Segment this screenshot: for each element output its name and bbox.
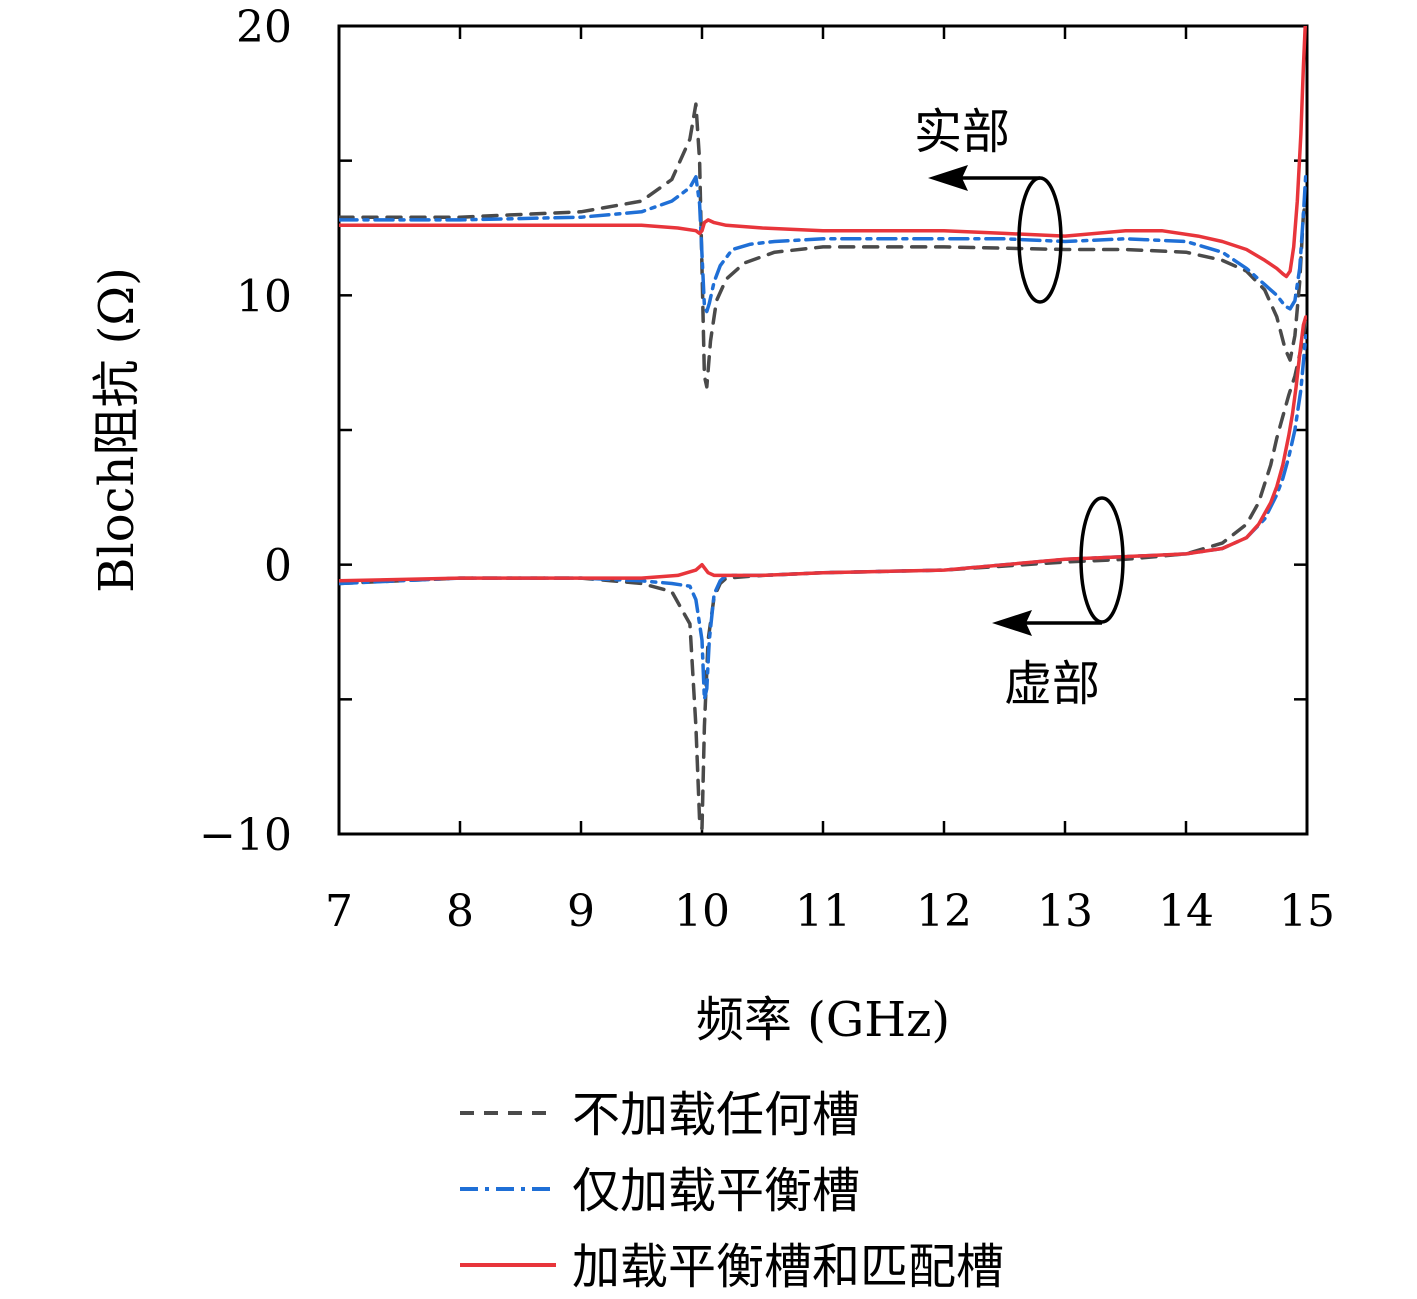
series-line-2-imag — [339, 333, 1307, 702]
real-part-annotation: 实部 — [914, 104, 1063, 304]
x-tick-label: 8 — [446, 886, 474, 937]
legend-item-balance-slot: 仅加载平衡槽 — [460, 1163, 860, 1219]
legend-item-no-slots: 不加载任何槽 — [460, 1087, 860, 1143]
y-tick-label: 10 — [236, 271, 292, 322]
y-tick-label: −10 — [199, 810, 292, 861]
axis-tick-labels: 7 8 9 10 11 12 13 14 15 −10 0 10 20 — [199, 2, 1335, 937]
x-tick-label: 12 — [916, 886, 972, 937]
x-axis-title: 频率 (GHz) — [696, 992, 950, 1048]
series-line-1-real — [339, 102, 1307, 389]
series-layer — [339, 26, 1307, 831]
series-line-3-real — [339, 26, 1307, 279]
real-part-arrow-head — [928, 165, 968, 191]
imag-part-annotation: 虚部 — [992, 496, 1125, 712]
imag-part-arrow-head — [992, 610, 1032, 636]
x-tick-label: 9 — [567, 886, 595, 937]
legend-label-balance-slot: 仅加载平衡槽 — [572, 1163, 860, 1219]
y-tick-label: 0 — [264, 541, 292, 592]
x-tick-label: 7 — [325, 886, 353, 937]
y-tick-label: 20 — [236, 2, 292, 53]
legend-label-no-slots: 不加载任何槽 — [572, 1087, 860, 1143]
legend-item-balance-and-matching-slots: 加载平衡槽和匹配槽 — [460, 1239, 1004, 1295]
x-tick-label: 13 — [1037, 886, 1093, 937]
legend: 不加载任何槽 仅加载平衡槽 加载平衡槽和匹配槽 — [460, 1087, 1004, 1295]
series-line-2-real — [339, 172, 1307, 314]
y-axis-title: Bloch阻抗 (Ω) — [89, 267, 145, 593]
x-tick-label: 15 — [1279, 886, 1335, 937]
axis-ticks — [337, 24, 1309, 836]
plot-frame — [337, 24, 1309, 836]
legend-label-balance-and-matching-slots: 加载平衡槽和匹配槽 — [572, 1239, 1004, 1295]
imag-part-label: 虚部 — [1004, 656, 1100, 712]
series-line-1-imag — [339, 320, 1307, 831]
x-tick-label: 14 — [1158, 886, 1214, 937]
real-part-label: 实部 — [914, 104, 1010, 160]
series-line-3-imag — [339, 315, 1307, 583]
x-tick-label: 11 — [795, 886, 851, 937]
x-tick-label: 10 — [674, 886, 730, 937]
